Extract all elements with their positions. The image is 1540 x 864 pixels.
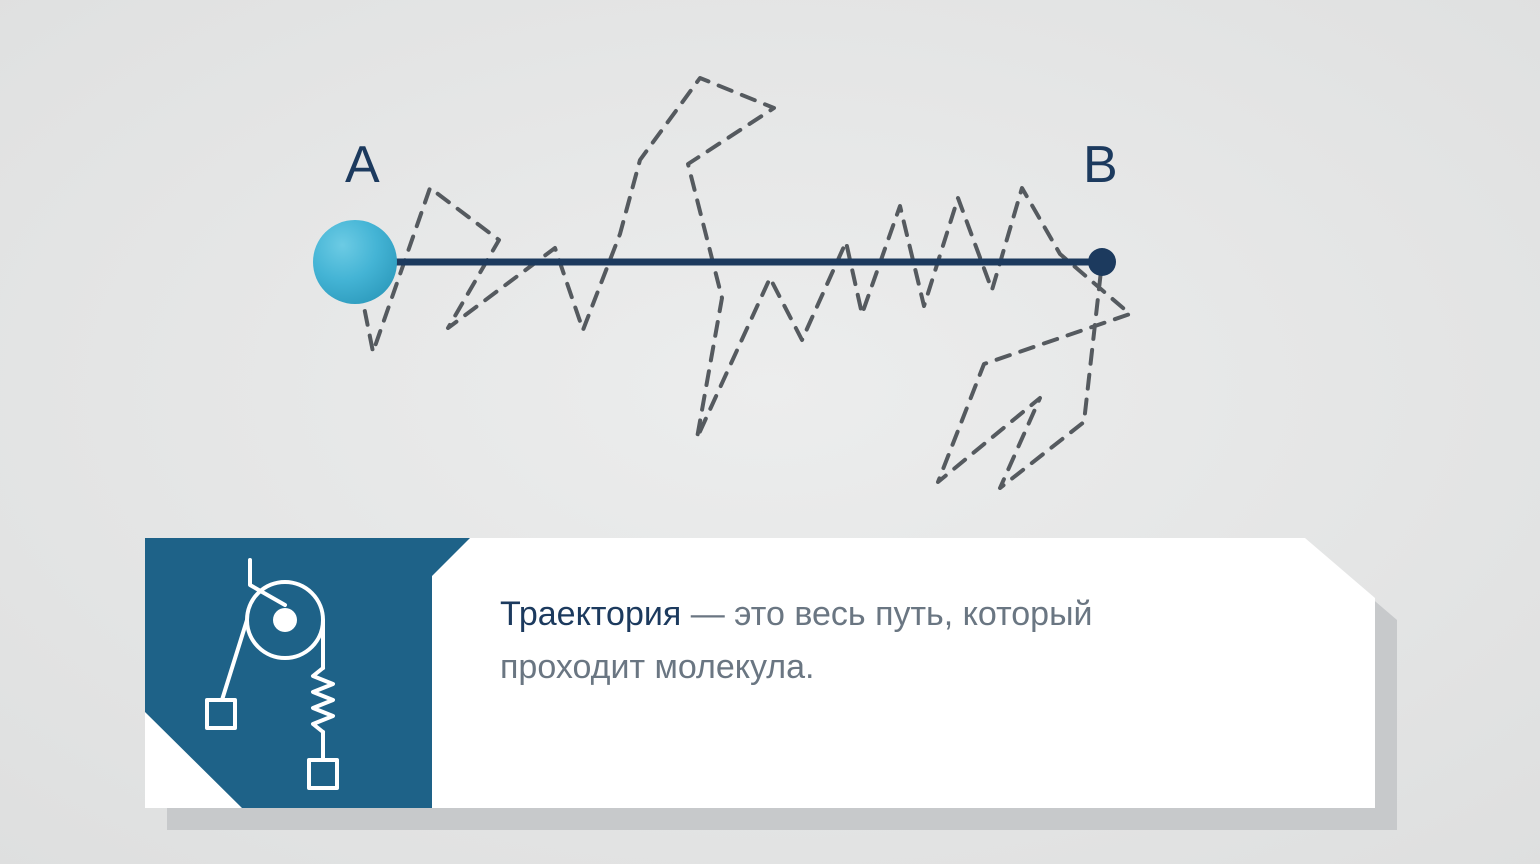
callout-text: Траектория — это весь путь, который прох… bbox=[500, 588, 1140, 693]
callout-term: Траектория bbox=[500, 595, 681, 633]
slide-stage: А В Траектория — это весь путь, который … bbox=[0, 0, 1540, 864]
callout-dash: — bbox=[681, 595, 734, 633]
callout-panel bbox=[0, 0, 1540, 864]
